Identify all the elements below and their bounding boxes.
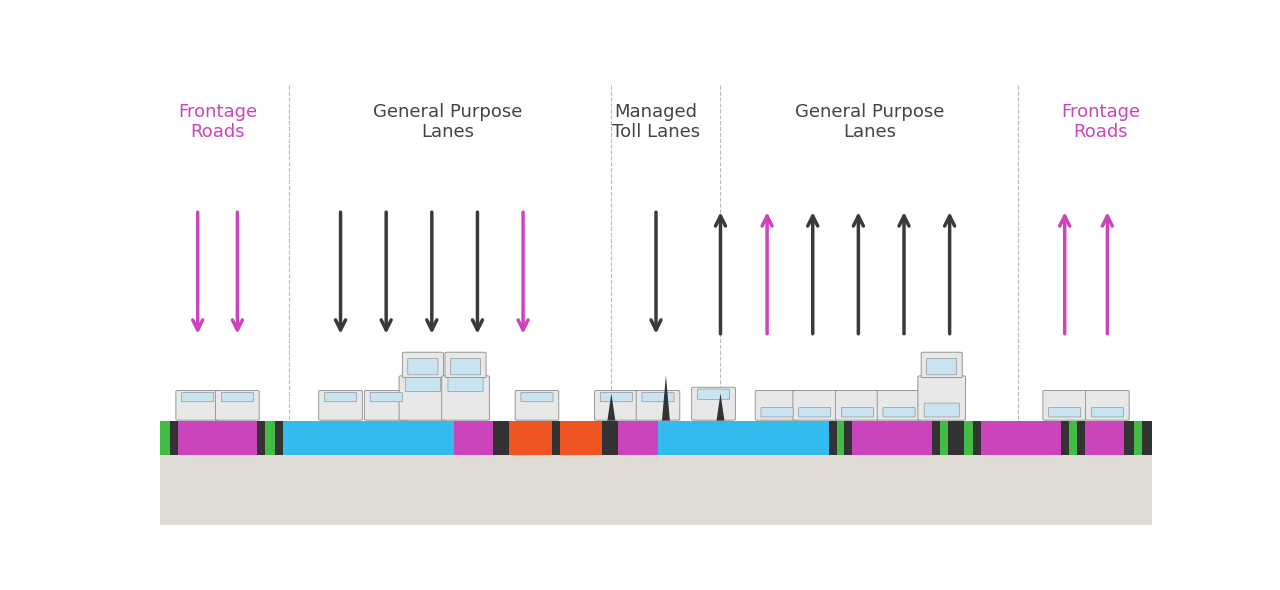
Bar <box>1021 421 1061 455</box>
FancyBboxPatch shape <box>182 392 214 402</box>
Bar <box>283 421 325 455</box>
Bar <box>932 421 940 455</box>
Bar <box>275 421 283 455</box>
Bar <box>325 421 369 455</box>
Bar <box>1134 421 1142 455</box>
FancyBboxPatch shape <box>406 378 440 392</box>
Text: General Purpose
Lanes: General Purpose Lanes <box>795 103 943 142</box>
Bar <box>257 421 265 455</box>
FancyBboxPatch shape <box>691 387 736 420</box>
FancyBboxPatch shape <box>408 359 438 375</box>
Bar <box>1076 421 1084 455</box>
Polygon shape <box>662 375 669 421</box>
FancyBboxPatch shape <box>841 408 873 417</box>
Bar <box>828 421 837 455</box>
Bar <box>265 421 275 455</box>
Bar <box>160 72 1152 421</box>
FancyBboxPatch shape <box>442 376 489 420</box>
FancyBboxPatch shape <box>1048 408 1080 417</box>
Bar <box>852 421 892 455</box>
FancyBboxPatch shape <box>221 392 253 402</box>
Bar <box>658 421 700 455</box>
Bar <box>559 421 603 455</box>
FancyBboxPatch shape <box>365 391 408 420</box>
Bar <box>1069 421 1076 455</box>
Bar <box>618 421 658 455</box>
FancyBboxPatch shape <box>399 376 447 420</box>
FancyBboxPatch shape <box>799 408 831 417</box>
Bar <box>611 421 618 455</box>
Bar <box>1061 421 1069 455</box>
Polygon shape <box>608 394 616 421</box>
Text: General Purpose
Lanes: General Purpose Lanes <box>372 103 522 142</box>
Bar <box>845 421 852 455</box>
Polygon shape <box>717 394 724 421</box>
Bar <box>1084 421 1124 455</box>
Bar <box>369 421 411 455</box>
FancyBboxPatch shape <box>1092 408 1124 417</box>
Bar <box>940 421 947 455</box>
Bar <box>218 421 257 455</box>
FancyBboxPatch shape <box>636 391 680 420</box>
FancyBboxPatch shape <box>402 352 443 378</box>
Text: Frontage
Roads: Frontage Roads <box>178 103 257 142</box>
FancyBboxPatch shape <box>924 403 959 417</box>
FancyBboxPatch shape <box>370 392 402 402</box>
Bar <box>502 421 509 455</box>
FancyBboxPatch shape <box>922 352 963 378</box>
Bar <box>453 421 493 455</box>
Bar <box>552 421 559 455</box>
Bar <box>700 421 744 455</box>
FancyBboxPatch shape <box>918 376 965 420</box>
Bar <box>160 421 170 455</box>
FancyBboxPatch shape <box>600 392 632 402</box>
FancyBboxPatch shape <box>760 408 794 417</box>
FancyBboxPatch shape <box>792 391 837 420</box>
Text: Managed
Toll Lanes: Managed Toll Lanes <box>612 103 700 142</box>
FancyBboxPatch shape <box>836 391 879 420</box>
FancyBboxPatch shape <box>594 391 639 420</box>
FancyBboxPatch shape <box>215 391 259 420</box>
FancyBboxPatch shape <box>445 352 486 378</box>
Bar <box>509 421 552 455</box>
FancyBboxPatch shape <box>883 408 915 417</box>
Bar <box>964 421 974 455</box>
FancyBboxPatch shape <box>451 359 480 375</box>
Bar <box>170 421 178 455</box>
FancyBboxPatch shape <box>927 359 956 375</box>
Bar <box>493 421 502 455</box>
FancyBboxPatch shape <box>319 391 362 420</box>
Bar <box>744 421 786 455</box>
Bar <box>982 421 1021 455</box>
Bar <box>1142 421 1152 455</box>
Bar <box>892 421 932 455</box>
FancyBboxPatch shape <box>1043 391 1087 420</box>
Bar <box>1124 421 1134 455</box>
Bar <box>178 421 218 455</box>
FancyBboxPatch shape <box>515 391 559 420</box>
FancyBboxPatch shape <box>324 392 357 402</box>
Bar <box>160 453 1152 525</box>
Text: Frontage
Roads: Frontage Roads <box>1061 103 1140 142</box>
FancyBboxPatch shape <box>448 378 483 392</box>
FancyBboxPatch shape <box>641 392 675 402</box>
Bar <box>973 421 982 455</box>
Bar <box>947 421 956 455</box>
FancyBboxPatch shape <box>877 391 920 420</box>
FancyBboxPatch shape <box>521 392 553 402</box>
Bar <box>786 421 828 455</box>
FancyBboxPatch shape <box>698 389 730 399</box>
Bar <box>603 421 611 455</box>
FancyBboxPatch shape <box>755 391 799 420</box>
FancyBboxPatch shape <box>175 391 220 420</box>
Bar <box>411 421 453 455</box>
Bar <box>837 421 845 455</box>
FancyBboxPatch shape <box>1085 391 1129 420</box>
Bar <box>956 421 964 455</box>
